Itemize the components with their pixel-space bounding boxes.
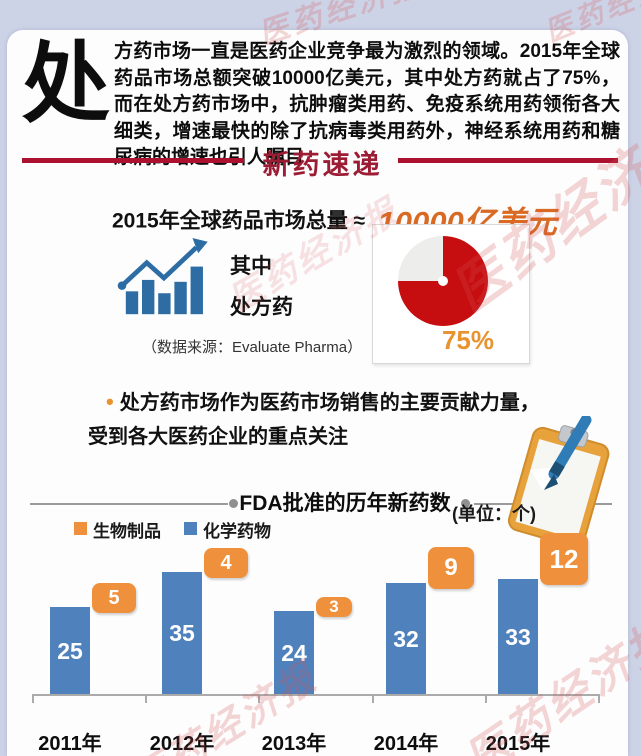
divider-line-left <box>30 503 228 505</box>
intro-paragraph: 方药市场一直是医药企业竞争最为激烈的领域。2015年全球药品市场总额突破1000… <box>114 41 620 168</box>
biologics-badge-2011年: 5 <box>92 583 136 613</box>
x-axis-label-2015年: 2015年 <box>485 733 551 755</box>
header-rule-left <box>22 158 244 163</box>
x-axis-tick <box>598 694 600 703</box>
pie-chart-card: 75% <box>372 224 530 364</box>
x-axis-line <box>32 694 598 696</box>
biologics-badge-2012年: 4 <box>204 548 248 578</box>
pie-center-dot <box>438 276 448 286</box>
header-rule-right <box>398 158 618 163</box>
insight-line-2: 受到各大医药企业的重点关注 <box>88 426 348 448</box>
chemical-bar-2012年: 35 <box>162 572 202 695</box>
divider-dot-right <box>461 499 470 508</box>
legend-swatch-chemical <box>184 522 197 535</box>
chemical-bar-2014年: 32 <box>386 583 426 695</box>
chemical-bar-2011年: 25 <box>50 607 90 695</box>
insight-text-1: 处方药市场作为医药市场销售的主要贡献力量， <box>119 392 540 414</box>
prescription-share-pie-chart <box>398 236 488 326</box>
insight-line-1: • 处方药市场作为医药市场销售的主要贡献力量， <box>106 386 540 415</box>
x-axis-tick <box>32 694 34 703</box>
x-axis-label-2011年: 2011年 <box>38 733 102 755</box>
unit-label: (单位：个) <box>452 504 536 524</box>
among-label-1: 其中 <box>230 255 272 278</box>
drop-cap: 处 <box>22 34 111 133</box>
bar-chart-trend-up-icon <box>117 238 208 315</box>
chemical-bar-2015年: 33 <box>498 579 538 695</box>
biologics-badge-2015年: 12 <box>540 533 588 585</box>
data-source-note: （数据来源：Evaluate Pharma） <box>142 339 363 356</box>
chemical-bar-2013年: 24 <box>274 611 314 695</box>
fda-chart-title: FDA批准的历年新药数 <box>239 492 451 515</box>
x-axis-tick <box>145 694 147 703</box>
pie-percent-label: 75% <box>441 325 495 355</box>
legend-label-chemical: 化学药物 <box>203 522 271 541</box>
pie-slice-其他 <box>398 236 443 281</box>
x-axis-tick <box>485 694 487 703</box>
section-title: 新药速递 <box>262 150 383 180</box>
x-axis-label-2012年: 2012年 <box>149 733 215 755</box>
clipboard-pen-icon <box>507 416 610 548</box>
x-axis-label-2013年: 2013年 <box>261 733 327 755</box>
x-axis-label-2014年: 2014年 <box>373 733 439 755</box>
divider-dot-left <box>229 499 238 508</box>
headline-prefix: 2015年全球药品市场总量 ≈ <box>112 209 366 233</box>
bullet-dot-icon: • <box>106 389 114 414</box>
biologics-badge-2014年: 9 <box>428 547 474 589</box>
legend-label-biologics: 生物制品 <box>93 522 161 541</box>
biologics-badge-2013年: 3 <box>316 597 352 617</box>
legend-swatch-biologics <box>74 522 87 535</box>
among-label-2: 处方药 <box>230 296 293 319</box>
x-axis-tick <box>258 694 260 703</box>
x-axis-tick <box>372 694 374 703</box>
